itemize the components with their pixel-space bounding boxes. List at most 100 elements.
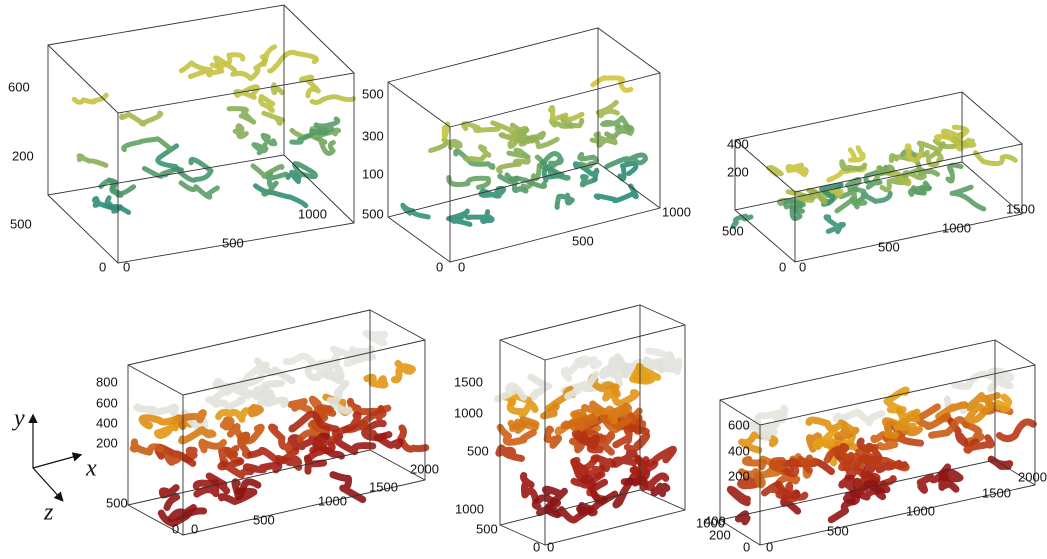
tick-label: 0 — [533, 539, 540, 554]
box-edge — [500, 340, 545, 360]
structure — [79, 156, 106, 166]
tick-label: 600 — [728, 417, 750, 432]
tick-label: 500 — [878, 239, 900, 254]
tick-label: 1000 — [906, 503, 935, 518]
structure — [555, 510, 591, 520]
structure — [465, 147, 488, 160]
tick-label: 1000 — [662, 204, 691, 219]
tick-label: 2000 — [410, 461, 439, 476]
tick-label: 1000 — [454, 405, 483, 420]
box-edge — [284, 5, 354, 73]
tick-label: 0 — [547, 539, 554, 554]
structure — [852, 199, 865, 207]
structure — [137, 407, 176, 413]
structure — [181, 63, 210, 77]
tick-label: 0 — [766, 539, 773, 554]
tick-label: 300 — [362, 128, 384, 143]
structure — [449, 178, 489, 188]
box-edge — [735, 210, 795, 262]
tick-label: 1500 — [1006, 201, 1035, 216]
structure — [223, 420, 231, 427]
tick-label: 2000 — [1018, 469, 1047, 484]
tick-label: 500 — [827, 523, 849, 538]
tick-label: 400 — [96, 415, 118, 430]
structure — [948, 165, 961, 181]
structure — [157, 425, 175, 436]
tick-label: 500 — [253, 512, 275, 527]
structure — [181, 183, 217, 197]
y-label: y — [12, 406, 25, 432]
tick-label: 500 — [572, 233, 594, 248]
structure — [317, 138, 333, 153]
structure — [730, 489, 747, 503]
box-edge — [995, 340, 1035, 365]
tick-label: 200 — [727, 164, 749, 179]
box-edge — [640, 305, 685, 325]
tick-label: 600 — [8, 79, 30, 94]
structure — [999, 422, 1033, 439]
structure — [122, 113, 161, 124]
structure — [286, 356, 320, 377]
box-edge — [388, 217, 450, 262]
tick-label: 200 — [709, 527, 731, 542]
structure — [124, 139, 171, 150]
panel: 60040020040020000500100015002000 — [704, 340, 1047, 554]
structure — [264, 113, 283, 123]
structure — [942, 472, 960, 479]
z-label: z — [43, 500, 54, 526]
structure — [564, 362, 584, 378]
tick-label: 400 — [704, 513, 726, 528]
tick-label: 0 — [172, 521, 179, 536]
tick-label: 500 — [222, 235, 244, 250]
panel: 4002005000050010001500 — [722, 92, 1035, 274]
structure — [510, 402, 535, 415]
axis-legend: y x z — [12, 406, 97, 526]
tick-label: 500 — [467, 443, 489, 458]
structure — [94, 199, 128, 213]
tick-label: 500 — [476, 521, 498, 536]
tick-label: 0 — [779, 259, 786, 274]
tick-label: 0 — [743, 539, 750, 554]
tick-label: 500 — [722, 223, 744, 238]
tick-label: 0 — [436, 259, 443, 274]
structure — [202, 442, 224, 450]
structure — [509, 150, 528, 157]
structure — [745, 459, 763, 467]
structure — [524, 475, 536, 499]
structure — [557, 195, 572, 207]
structure — [261, 97, 273, 111]
structure — [254, 145, 266, 153]
panel: 150010005001000500001000 — [454, 305, 725, 554]
structure — [850, 148, 863, 160]
structure — [233, 60, 266, 79]
structure — [952, 187, 984, 209]
structure — [826, 217, 843, 232]
box-front — [450, 73, 660, 262]
structure — [467, 212, 492, 222]
tick-label: 1500 — [982, 485, 1011, 500]
structure — [229, 109, 253, 122]
structure — [401, 428, 426, 449]
tick-label: 1000 — [942, 220, 971, 235]
structure — [620, 163, 636, 179]
structure — [764, 485, 791, 493]
structure — [596, 186, 636, 201]
structure — [975, 153, 1015, 164]
tick-label: 1000 — [455, 501, 484, 516]
structure — [842, 162, 865, 170]
structure — [788, 165, 806, 174]
structure — [251, 407, 260, 413]
structure — [582, 177, 595, 185]
tick-label: 200 — [96, 435, 118, 450]
tick-label: 100 — [362, 166, 384, 181]
box-edge — [598, 163, 660, 208]
structure — [377, 435, 400, 446]
tick-label: 0 — [191, 521, 198, 536]
tick-label: 500 — [362, 86, 384, 101]
x-label: x — [85, 456, 97, 482]
structure — [598, 102, 617, 115]
structure — [74, 95, 106, 102]
structure — [551, 107, 582, 120]
